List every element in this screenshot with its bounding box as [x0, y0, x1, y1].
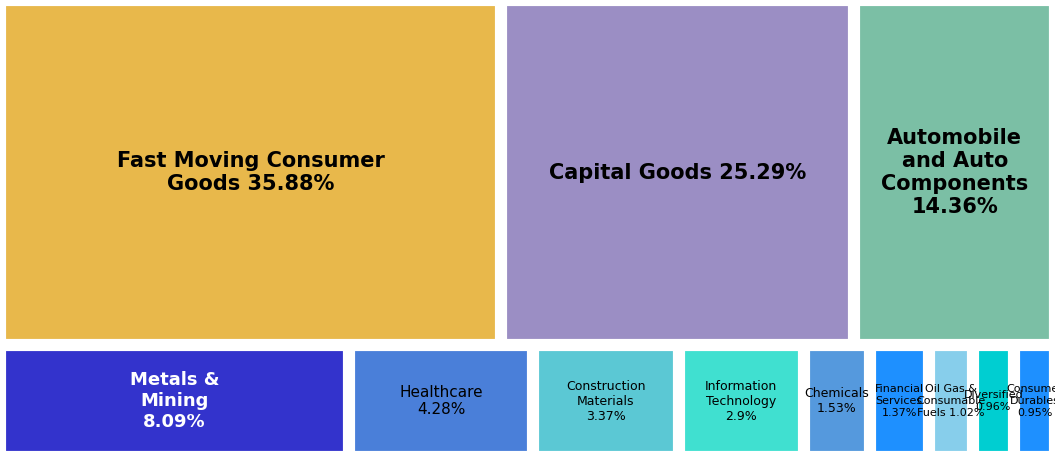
- FancyBboxPatch shape: [537, 349, 674, 453]
- FancyBboxPatch shape: [352, 349, 530, 453]
- Text: Metals &
Mining
8.09%: Metals & Mining 8.09%: [130, 371, 219, 431]
- FancyBboxPatch shape: [808, 349, 865, 453]
- Text: Oil Gas &
Consumable
Fuels 1.02%: Oil Gas & Consumable Fuels 1.02%: [916, 384, 985, 418]
- Text: Healthcare
4.28%: Healthcare 4.28%: [399, 385, 483, 417]
- Text: Fast Moving Consumer
Goods 35.88%: Fast Moving Consumer Goods 35.88%: [117, 151, 384, 194]
- FancyBboxPatch shape: [859, 4, 1051, 341]
- Text: Consumer
Durables
0.95%: Consumer Durables 0.95%: [1006, 384, 1055, 418]
- Text: Automobile
and Auto
Components
14.36%: Automobile and Auto Components 14.36%: [881, 128, 1029, 218]
- FancyBboxPatch shape: [874, 349, 924, 453]
- Text: Information
Technology
2.9%: Information Technology 2.9%: [705, 380, 778, 423]
- FancyBboxPatch shape: [505, 4, 850, 341]
- Text: Chemicals
1.53%: Chemicals 1.53%: [804, 387, 869, 415]
- FancyBboxPatch shape: [4, 349, 345, 453]
- Text: Construction
Materials
3.37%: Construction Materials 3.37%: [567, 380, 646, 423]
- Text: Capital Goods 25.29%: Capital Goods 25.29%: [550, 163, 806, 183]
- FancyBboxPatch shape: [977, 349, 1010, 453]
- Text: Financial
Services
1.37%: Financial Services 1.37%: [875, 384, 924, 418]
- Text: Diversified
0.96%: Diversified 0.96%: [963, 390, 1023, 412]
- FancyBboxPatch shape: [933, 349, 968, 453]
- FancyBboxPatch shape: [4, 4, 497, 341]
- FancyBboxPatch shape: [683, 349, 800, 453]
- FancyBboxPatch shape: [1018, 349, 1051, 453]
